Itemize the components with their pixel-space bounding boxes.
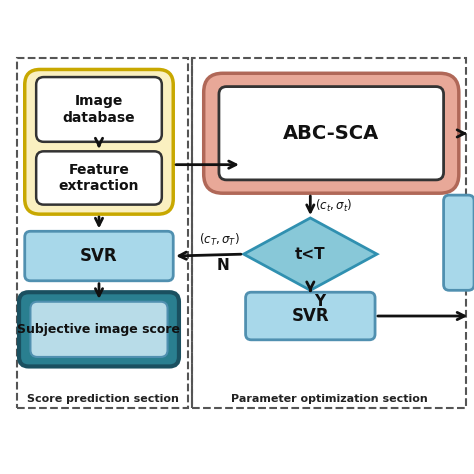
Text: N: N	[216, 258, 229, 273]
Text: Y: Y	[314, 294, 325, 309]
FancyBboxPatch shape	[25, 231, 173, 281]
FancyBboxPatch shape	[30, 302, 167, 357]
Bar	[192, 58, 466, 408]
Text: ABC-SCA: ABC-SCA	[283, 124, 379, 143]
FancyBboxPatch shape	[36, 77, 162, 142]
Text: $(c_T, \sigma_T)$: $(c_T, \sigma_T)$	[199, 232, 240, 247]
FancyBboxPatch shape	[246, 292, 375, 340]
Text: t<T: t<T	[295, 246, 326, 262]
FancyBboxPatch shape	[19, 292, 179, 366]
Text: SVR: SVR	[292, 307, 329, 325]
Text: SVR: SVR	[80, 247, 118, 265]
FancyBboxPatch shape	[219, 87, 444, 180]
Text: Subjective image score: Subjective image score	[18, 323, 181, 336]
FancyBboxPatch shape	[36, 151, 162, 205]
Text: $(c_t, \sigma_t)$: $(c_t, \sigma_t)$	[315, 198, 352, 214]
Polygon shape	[244, 218, 377, 290]
FancyBboxPatch shape	[25, 70, 173, 214]
Text: Parameter optimization section: Parameter optimization section	[231, 394, 428, 404]
FancyBboxPatch shape	[204, 73, 459, 193]
Text: Image
database: Image database	[63, 94, 135, 125]
Bar	[17, 58, 189, 408]
Text: Score prediction section: Score prediction section	[27, 394, 179, 404]
FancyBboxPatch shape	[444, 195, 474, 290]
Text: Feature
extraction: Feature extraction	[59, 163, 139, 193]
